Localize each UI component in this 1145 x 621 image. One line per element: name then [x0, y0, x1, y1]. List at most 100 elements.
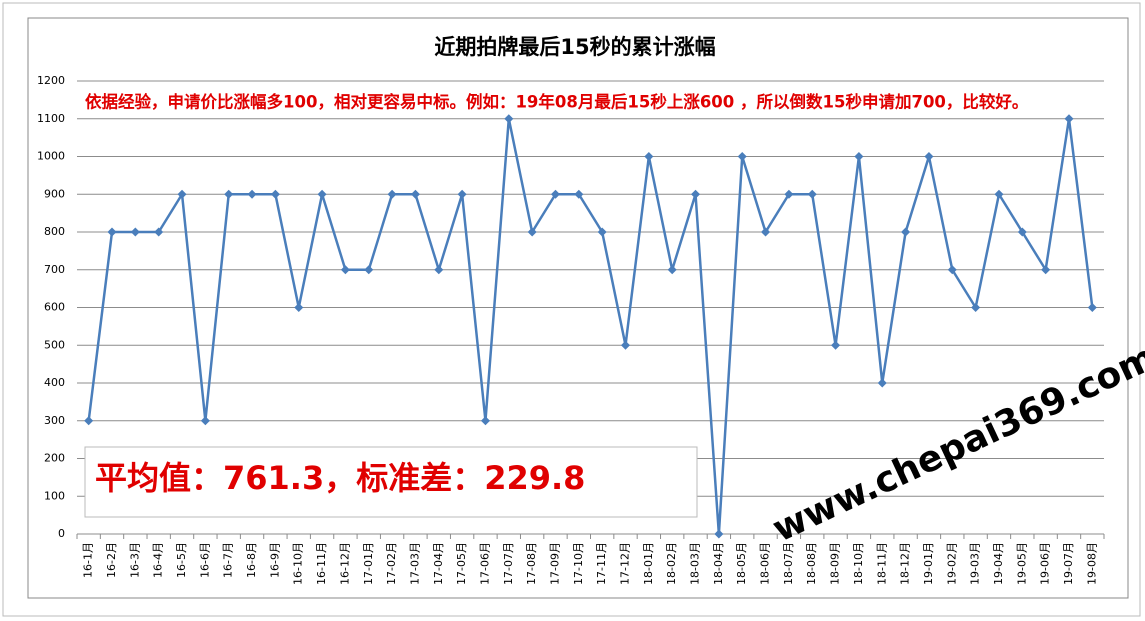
point — [761, 227, 771, 237]
x-tick-label: 18-12月 — [899, 542, 912, 585]
x-tick-label: 16-10月 — [292, 542, 305, 585]
point — [784, 189, 794, 199]
x-tick-label: 19-06月 — [1039, 542, 1052, 585]
point — [574, 189, 584, 199]
point — [527, 227, 537, 237]
y-tick-label: 600 — [44, 301, 65, 314]
y-tick-label: 700 — [44, 263, 65, 276]
x-tick-label: 18-07月 — [782, 542, 795, 585]
chart-title: 近期拍牌最后15秒的累计涨幅 — [434, 35, 715, 59]
x-tick-label: 18-01月 — [642, 542, 655, 585]
x-tick-label: 19-03月 — [969, 542, 982, 585]
point — [714, 529, 724, 539]
point — [1017, 227, 1027, 237]
point — [317, 189, 327, 199]
point — [504, 114, 514, 124]
y-tick-label: 1200 — [37, 74, 65, 87]
y-tick-label: 800 — [44, 225, 65, 238]
point — [831, 340, 841, 350]
x-tick-label: 16-5月 — [175, 542, 188, 578]
y-tick-label: 1100 — [37, 112, 65, 125]
annotation: 依据经验，申请价比涨幅多100，相对更容易中标。例如：19年08月最后15秒上涨… — [85, 92, 1028, 112]
plot: 0 100 200 300 400 500 600 700 800 900 1000 1100 1200… — [37, 74, 1105, 585]
point — [434, 265, 444, 275]
x-tick-label: 16-6月 — [198, 542, 211, 578]
point — [107, 227, 117, 237]
point — [807, 189, 817, 199]
x-tick-label: 18-09月 — [829, 542, 842, 585]
x-tick-label: 19-08月 — [1085, 542, 1098, 585]
point — [364, 265, 374, 275]
x-tick-label: 19-01月 — [922, 542, 935, 585]
point — [621, 340, 631, 350]
point — [294, 303, 304, 312]
x-tick-label: 19-02月 — [945, 542, 958, 585]
x-tick-label: 17-01月 — [362, 542, 375, 585]
point — [971, 303, 981, 312]
point — [901, 227, 911, 237]
point — [597, 227, 607, 237]
point — [667, 265, 677, 275]
y-tick-label: 1000 — [37, 150, 65, 163]
x-tick-label: 19-04月 — [992, 542, 1005, 585]
point — [1064, 114, 1074, 124]
x-tick-label: 18-03月 — [689, 542, 702, 585]
point — [1087, 303, 1097, 312]
x-tick-label: 17-08月 — [525, 542, 538, 585]
point — [270, 189, 280, 199]
point — [737, 152, 747, 161]
x-tick-label: 18-06月 — [759, 542, 772, 585]
y-tick-label: 400 — [44, 376, 65, 389]
x-tick-label: 18-04月 — [712, 542, 725, 585]
point — [691, 189, 701, 199]
point — [550, 189, 560, 199]
x-tick-label: 16-1月 — [82, 542, 95, 578]
point — [480, 416, 490, 426]
x-tick-label: 18-02月 — [665, 542, 678, 585]
point — [644, 152, 654, 161]
x-tick-label: 17-03月 — [408, 542, 421, 585]
y-tick-label: 0 — [58, 527, 65, 540]
x-tick-label: 18-05月 — [735, 542, 748, 585]
x-tick-label: 16-2月 — [105, 542, 118, 578]
stats-text: 平均值：761.3，标准差：229.8 — [95, 459, 585, 497]
point — [154, 227, 164, 237]
x-tick-label: 19-05月 — [1015, 542, 1028, 585]
y-tick-label: 200 — [44, 452, 65, 465]
x-tick-label: 18-08月 — [805, 542, 818, 585]
point — [877, 378, 887, 388]
point — [224, 189, 234, 199]
x-tick-label: 16-3月 — [128, 542, 141, 578]
x-tick-label: 17-06月 — [478, 542, 491, 585]
y-tick-label: 100 — [44, 489, 65, 502]
x-tick-label: 16-7月 — [222, 542, 235, 578]
x-tick-label: 17-02月 — [385, 542, 398, 585]
y-tick-label: 500 — [44, 338, 65, 351]
x-tick-label: 16-11月 — [315, 542, 328, 585]
y-tick-label: 300 — [44, 414, 65, 427]
point — [130, 227, 140, 237]
y-tick-label: 900 — [44, 187, 65, 200]
x-tick-label: 17-12月 — [619, 542, 632, 585]
point — [410, 189, 420, 199]
x-tick-label: 16-9月 — [268, 542, 281, 578]
x-tick-label: 17-10月 — [572, 542, 585, 585]
x-tick-label: 17-04月 — [432, 542, 445, 585]
x-tick-label: 17-11月 — [595, 542, 608, 585]
point — [387, 189, 397, 199]
x-tick-label: 17-05月 — [455, 542, 468, 585]
x-tick-label: 18-10月 — [852, 542, 865, 585]
stats-box — [84, 446, 698, 518]
x-tick-label: 19-07月 — [1062, 542, 1075, 585]
x-tick-label: 16-8月 — [245, 542, 258, 578]
point — [200, 416, 210, 426]
point — [457, 189, 467, 199]
x-tick-label: 18-11月 — [875, 542, 888, 585]
point — [247, 189, 257, 199]
point — [924, 152, 934, 161]
point — [994, 189, 1004, 199]
x-tick-label: 17-07月 — [502, 542, 515, 585]
point — [177, 189, 187, 199]
x-tick-label: 16-12月 — [338, 542, 351, 585]
